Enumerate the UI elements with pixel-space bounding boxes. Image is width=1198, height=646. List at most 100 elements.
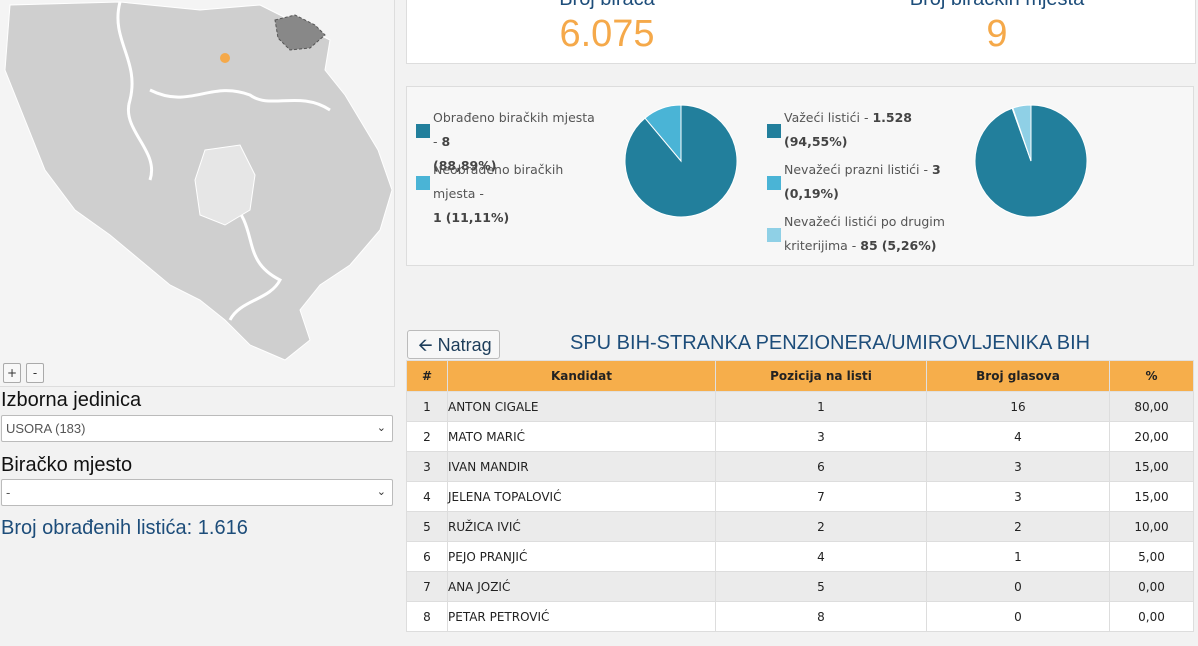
table-row: 3 IVAN MANDIR 6 3 15,00 — [406, 451, 1194, 482]
cell-percent: 0,00 — [1109, 601, 1194, 632]
biracko-mjesto-select[interactable]: - ⌄ — [1, 479, 393, 506]
table-row: 4 JELENA TOPALOVIĆ 7 3 15,00 — [406, 481, 1194, 512]
cell-percent: 15,00 — [1109, 481, 1194, 512]
legend-swatch-blank — [767, 176, 781, 190]
back-button-label: Natrag — [437, 335, 492, 355]
cell-position: 8 — [715, 601, 927, 632]
izborna-jedinica-select[interactable]: USORA (183) ⌄ — [1, 415, 393, 442]
pie-chart-polling-places[interactable] — [621, 101, 741, 221]
cell-percent: 10,00 — [1109, 511, 1194, 542]
map-region-highlight — [194, 144, 256, 226]
pie-chart-ballots[interactable] — [971, 101, 1091, 221]
chevron-down-icon: ⌄ — [376, 486, 386, 498]
cell-number: 5 — [406, 511, 448, 542]
cell-votes: 0 — [926, 601, 1110, 632]
cell-candidate: JELENA TOPALOVIĆ — [447, 481, 716, 512]
pie-panel: Obrađeno biračkih mjesta - 8 (88,89%) Ne… — [406, 86, 1194, 266]
legend-pct: (11,11%) — [445, 210, 510, 225]
pie-slice-2[interactable] — [1012, 104, 1032, 162]
cell-number: 6 — [406, 541, 448, 572]
legend-label: Nevažeći listići po drugim kriterijima - — [784, 214, 945, 253]
legend-swatch-valid — [767, 124, 781, 138]
arrow-left-icon: 🡨 — [418, 335, 433, 355]
cell-percent: 15,00 — [1109, 451, 1194, 482]
legend-pct: (5,26%) — [881, 238, 937, 253]
cell-percent: 80,00 — [1109, 391, 1194, 422]
header-position[interactable]: Pozicija na listi — [715, 360, 927, 392]
cell-position: 5 — [715, 571, 927, 602]
legend-value: 1.528 — [872, 110, 912, 125]
cell-number: 1 — [406, 391, 448, 422]
cell-candidate: PETAR PETROVIĆ — [447, 601, 716, 632]
cell-percent: 20,00 — [1109, 421, 1194, 452]
map-entity-border — [116, 1, 331, 321]
cell-position: 7 — [715, 481, 927, 512]
header-candidate[interactable]: Kandidat — [447, 360, 716, 392]
cell-number: 2 — [406, 421, 448, 452]
cell-candidate: RUŽICA IVIĆ — [447, 511, 716, 542]
cell-votes: 16 — [926, 391, 1110, 422]
zoom-in-button[interactable]: + — [3, 363, 21, 383]
legend-pct: (94,55%) — [784, 134, 848, 149]
table-row: 5 RUŽICA IVIĆ 2 2 10,00 — [406, 511, 1194, 542]
map-panel[interactable]: + - — [0, 0, 395, 387]
cell-position: 1 — [715, 391, 927, 422]
legend-value: 85 — [860, 238, 878, 253]
legend-processed: Obrađeno biračkih mjesta - 8 (88,89%) — [433, 106, 603, 178]
places-label: Broj biračkih mjesta — [877, 0, 1117, 11]
cell-candidate: ANA JOZIĆ — [447, 571, 716, 602]
stats-box: Broj birača 6.075 Broj biračkih mjesta 9 — [406, 0, 1196, 64]
cell-votes: 3 — [926, 481, 1110, 512]
voters-stat: Broj birača 6.075 — [507, 0, 707, 56]
izborna-jedinica-label: Izborna jedinica — [1, 389, 142, 411]
legend-unprocessed: Neobrađeno biračkih mjesta - 1 (11,11%) — [433, 158, 603, 230]
legend-other: Nevažeći listići po drugim kriterijima -… — [784, 210, 964, 258]
cell-percent: 0,00 — [1109, 571, 1194, 602]
cell-position: 6 — [715, 451, 927, 482]
cell-position: 2 — [715, 511, 927, 542]
header-number[interactable]: # — [406, 360, 448, 392]
pie-slice-1[interactable] — [644, 104, 682, 163]
cell-candidate: MATO MARIĆ — [447, 421, 716, 452]
legend-swatch-unprocessed — [416, 176, 430, 190]
chevron-down-icon: ⌄ — [376, 422, 386, 434]
results-table: # Kandidat Pozicija na listi Broj glasov… — [406, 360, 1194, 632]
legend-label: Nevažeći prazni listići - — [784, 162, 932, 177]
legend-label: Neobrađeno biračkih mjesta - — [433, 162, 564, 201]
cell-number: 8 — [406, 601, 448, 632]
processed-ballots-total: Broj obrađenih listića: 1.616 — [1, 517, 248, 539]
cell-position: 3 — [715, 421, 927, 452]
zoom-out-button[interactable]: - — [26, 363, 44, 383]
legend-swatch-processed — [416, 124, 430, 138]
biracko-mjesto-value: - — [6, 485, 11, 500]
map-selected-unit[interactable] — [220, 53, 230, 63]
party-title: SPU BIH-STRANKA PENZIONERA/UMIROVLJENIKA… — [570, 332, 1091, 354]
legend-swatch-other — [767, 228, 781, 242]
back-button[interactable]: 🡨 Natrag — [407, 330, 500, 359]
cell-candidate: PEJO PRANJIĆ — [447, 541, 716, 572]
cell-votes: 4 — [926, 421, 1110, 452]
table-row: 6 PEJO PRANJIĆ 4 1 5,00 — [406, 541, 1194, 572]
legend-label: Obrađeno biračkih mjesta - — [433, 110, 595, 149]
cell-votes: 2 — [926, 511, 1110, 542]
bih-map[interactable] — [0, 0, 394, 386]
cell-candidate: IVAN MANDIR — [447, 451, 716, 482]
map-brcko-district — [274, 14, 326, 51]
cell-votes: 1 — [926, 541, 1110, 572]
table-header-row: # Kandidat Pozicija na listi Broj glasov… — [406, 360, 1194, 392]
legend-valid: Važeći listići - 1.528 (94,55%) — [784, 106, 954, 154]
cell-votes: 0 — [926, 571, 1110, 602]
cell-position: 4 — [715, 541, 927, 572]
table-row: 1 ANTON CIGALE 1 16 80,00 — [406, 391, 1194, 422]
cell-candidate: ANTON CIGALE — [447, 391, 716, 422]
table-row: 8 PETAR PETROVIĆ 8 0 0,00 — [406, 601, 1194, 632]
legend-value: 8 — [441, 134, 451, 149]
cell-votes: 3 — [926, 451, 1110, 482]
pie-slice-0[interactable] — [974, 104, 1088, 218]
legend-pct: (88,89%) — [433, 158, 497, 173]
header-votes[interactable]: Broj glasova — [926, 360, 1110, 392]
cell-number: 3 — [406, 451, 448, 482]
header-percent[interactable]: % — [1109, 360, 1194, 392]
legend-blank: Nevažeći prazni listići - 3 (0,19%) — [784, 158, 954, 206]
places-value: 9 — [986, 13, 1008, 55]
